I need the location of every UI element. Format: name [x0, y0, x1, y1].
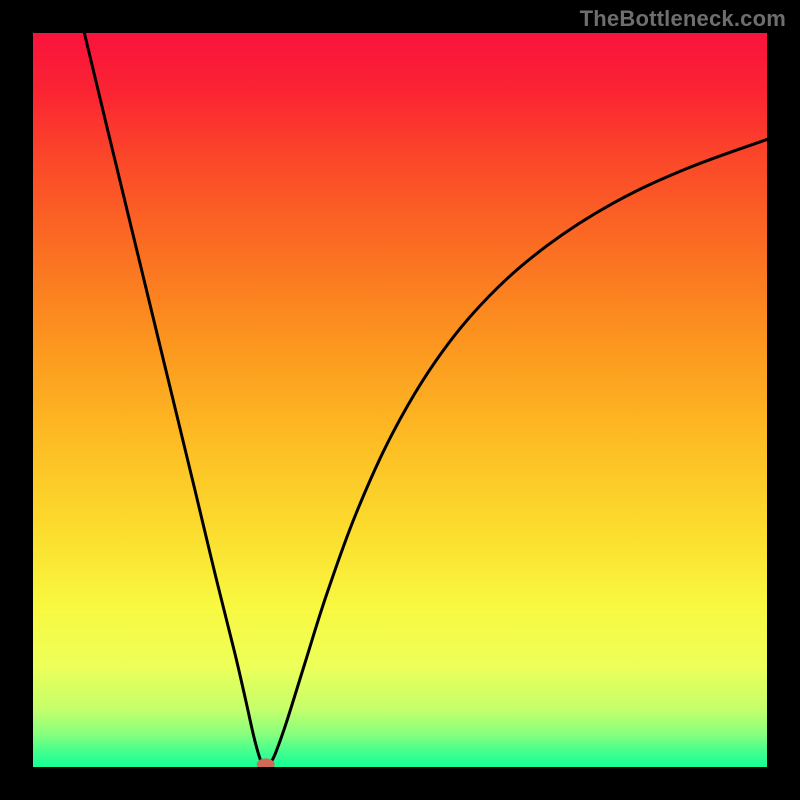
- curve-right-branch: [269, 139, 767, 764]
- bottleneck-curve: [33, 33, 767, 767]
- chart-container: TheBottleneck.com: [0, 0, 800, 800]
- watermark-text: TheBottleneck.com: [580, 6, 786, 32]
- curve-left-branch: [84, 33, 262, 765]
